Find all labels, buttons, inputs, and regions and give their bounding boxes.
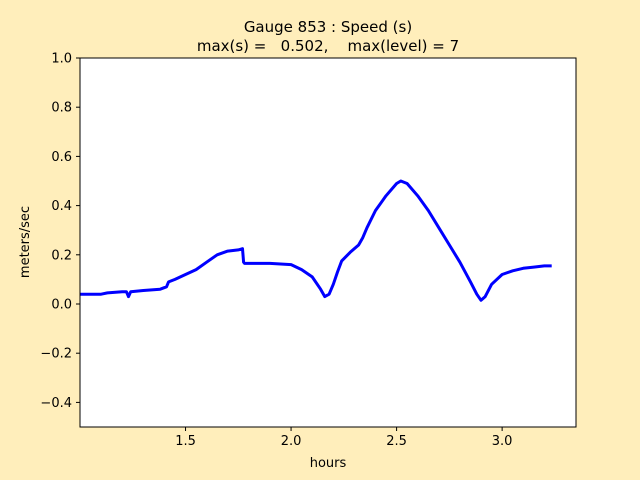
y-tick-label: 0.0 — [51, 298, 72, 313]
y-axis-label: meters/sec — [18, 206, 33, 278]
x-tick-label: 1.5 — [175, 434, 196, 449]
series-line-0 — [80, 179, 552, 302]
y-tick-label: 0.8 — [51, 101, 72, 116]
y-tick-label: 1.0 — [51, 52, 72, 67]
chart-title: Gauge 853 : Speed (s) — [244, 18, 412, 36]
plot-area — [80, 58, 576, 427]
chart-subtitle: max(s) = 0.502, max(level) = 7 — [197, 37, 459, 55]
y-tick-label: −0.2 — [40, 347, 72, 362]
x-tick-label: 2.0 — [281, 434, 302, 449]
x-tick-label: 2.5 — [386, 434, 407, 449]
y-tick-label: −0.4 — [40, 396, 72, 411]
plot-frame — [79, 57, 577, 428]
x-axis-ticks: 1.5 2.0 2.5 3.0 — [175, 427, 512, 449]
series-layer — [80, 179, 552, 302]
y-tick-label: 0.2 — [51, 248, 72, 263]
x-axis-label: hours — [310, 456, 347, 471]
x-tick-label: 3.0 — [492, 434, 513, 449]
y-axis-ticks: −0.4 −0.2 0.0 0.2 0.4 0.6 0.8 1.0 — [40, 52, 80, 411]
y-tick-label: 0.4 — [51, 199, 72, 214]
y-tick-label: 0.6 — [51, 150, 72, 165]
